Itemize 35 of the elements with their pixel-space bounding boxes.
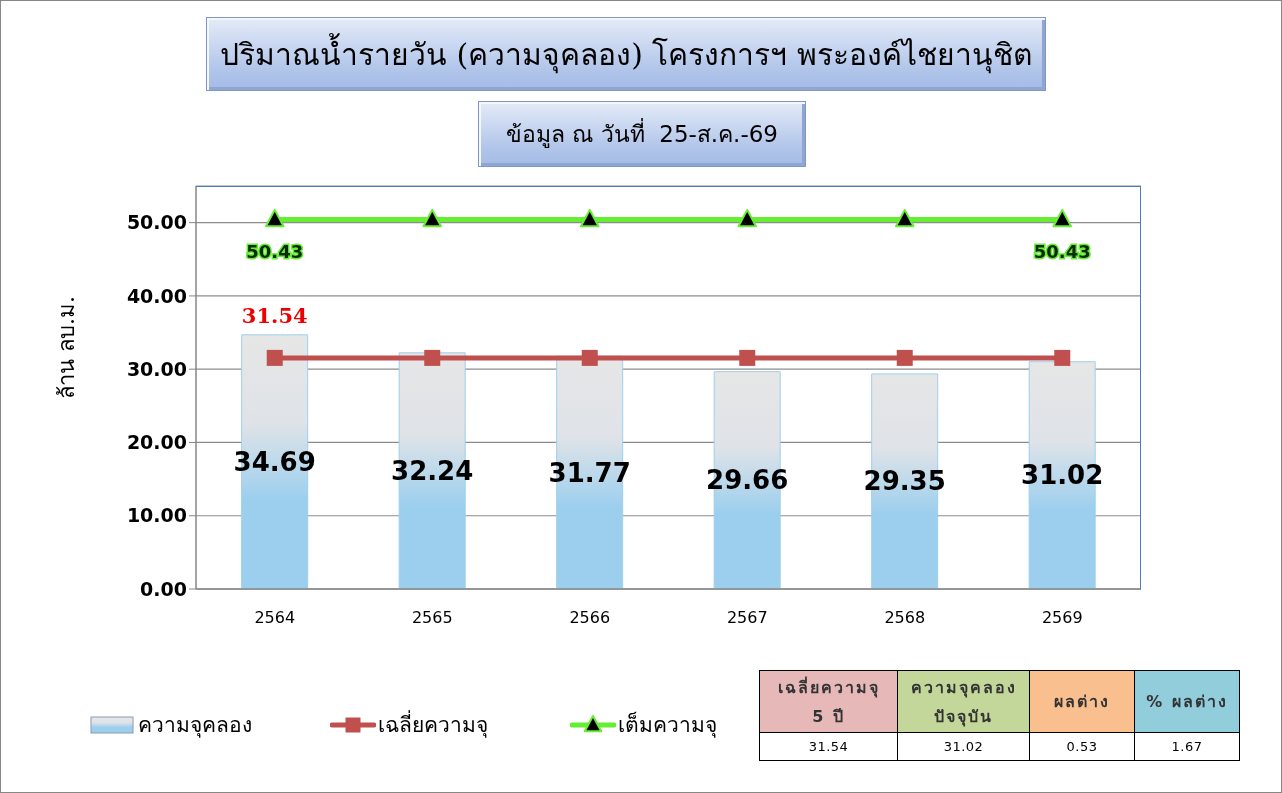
data-label: 29.66 (706, 465, 789, 496)
x-tick-label: 2564 (254, 608, 296, 628)
data-label: 29.35 (863, 466, 946, 497)
data-label: 50.43 (246, 240, 304, 262)
x-tick-label: 2569 (1041, 608, 1083, 628)
data-label: 31.77 (548, 457, 631, 488)
data-label: 31.02 (897, 732, 1030, 761)
x-tick-label: 2565 (411, 608, 453, 628)
data-label: 32.24 (391, 455, 474, 486)
x-tick-label: 2566 (569, 608, 611, 628)
y-tick-label: 20.00 (126, 431, 187, 454)
y-tick-label: 40.00 (126, 284, 187, 307)
x-tick-label: 2567 (726, 608, 768, 628)
data-label: 0.53 (1029, 732, 1135, 761)
data-label: 50.43 (1033, 240, 1091, 262)
y-tick-label: 50.00 (126, 211, 187, 234)
category-label: % ผลต่าง (1134, 670, 1240, 733)
legend-label: ความจุคลอง (138, 712, 252, 740)
chart-title: ปริมาณน้ำรายวัน (ความจุคลอง) โครงการฯ พระองค์ไชยานุชิต (206, 17, 1046, 91)
x-tick-label: 2568 (884, 608, 926, 628)
category-label: เฉลี่ยความจุ 5 ปี (759, 670, 898, 733)
y-tick-label: 30.00 (126, 357, 187, 380)
data-label: 31.02 (1021, 460, 1104, 491)
category-label: ผลต่าง (1029, 670, 1135, 733)
y-tick-label: 0.00 (140, 577, 187, 600)
legend-label: เฉลี่ยความจุ (378, 709, 488, 740)
data-label: 31.54 (759, 732, 898, 761)
data-label: 1.67 (1134, 732, 1240, 761)
legend-label: เต็มความจุ (618, 710, 717, 740)
data-label: 31.54 (241, 302, 308, 328)
y-tick-label: 10.00 (126, 504, 187, 527)
y-axis-title: ล้าน ลบ.ม. (53, 296, 79, 399)
chart-subtitle: ข้อมูล ณ วันที่ 25-ส.ค.-69 (478, 101, 806, 167)
data-label: 34.69 (233, 446, 316, 477)
category-label: ความจุคลอง ปัจจุบัน (897, 670, 1030, 733)
